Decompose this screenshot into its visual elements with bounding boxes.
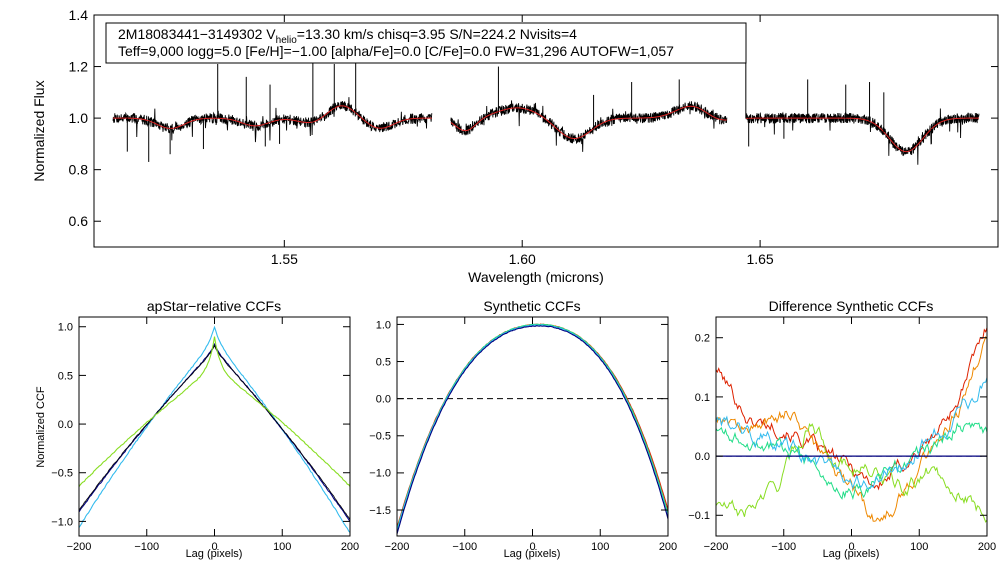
synthetic-ccf-x-tick-label: −200	[385, 541, 410, 553]
info-line-2: Teff=9,000 logg=5.0 [Fe/H]=−1.00 [alpha/…	[118, 43, 674, 59]
apstar-ccf-x-tick-label: 0	[211, 541, 217, 553]
spectrum-y-tick-label: 1.4	[69, 7, 89, 23]
synthetic-ccf-data	[396, 323, 669, 535]
synthetic-ccf-line-5	[396, 325, 669, 535]
spectrum-axes: 1.55 1.60 1.65 0.6 0.8 1.0 1.2 1.4	[69, 7, 998, 267]
synthetic-ccf-x-tick-label: 200	[659, 541, 677, 553]
spectrum-y-tick-label: 1.2	[69, 58, 89, 74]
info-box	[105, 22, 747, 64]
apstar-ccf-x-tick-label: 100	[273, 541, 291, 553]
difference-ccf-title: Difference Synthetic CCFs	[769, 298, 934, 314]
apstar-ccf-x-tick-label: 200	[341, 541, 359, 553]
apstar-ccf-line-1	[78, 325, 351, 533]
spectrum-x-axis-title: Wavelength (microns)	[468, 269, 604, 285]
apstar-ccf-y-tick-label: 1.0	[58, 322, 73, 334]
difference-ccf-x-tick-label: 0	[848, 541, 854, 553]
difference-ccf-x-axis-title: Lag (pixels)	[823, 548, 880, 560]
apstar-ccf-x-tick-label: −100	[134, 541, 159, 553]
synthetic-ccf-y-tick-label: −1.0	[369, 468, 391, 480]
difference-ccf-y-tick-label: 0.1	[695, 392, 710, 404]
apstar-ccf-x-tick-label: −200	[67, 541, 92, 553]
synthetic-ccf-x-tick-label: 100	[591, 541, 609, 553]
difference-ccf-line-3	[715, 422, 988, 523]
synthetic-ccf-axes: −200 −100 0 100 200 −1.5 −1.0 −0.5 0.0 0.5 1.0	[369, 317, 677, 553]
synthetic-ccf-y-tick-label: −1.5	[369, 505, 391, 517]
apstar-ccf-panel: apStar−relative CCFs −200 −100 0 100 200 −1.0…	[35, 298, 359, 560]
difference-ccf-panel: Difference Synthetic CCFs −200 −100 0 100 20…	[688, 298, 996, 560]
apstar-ccf-data	[78, 325, 351, 533]
spectrum-data	[112, 58, 980, 165]
difference-ccf-x-tick-label: 200	[978, 541, 996, 553]
synthetic-ccf-y-tick-label: 0.5	[376, 356, 391, 368]
apstar-ccf-y-axis-title: Normalized CCF	[35, 386, 47, 468]
synthetic-ccf-x-axis-title: Lag (pixels)	[504, 548, 561, 560]
apstar-ccf-line-2	[78, 342, 351, 523]
difference-ccf-line-1	[715, 327, 988, 491]
model-line-chip-1	[113, 105, 432, 129]
difference-ccf-x-tick-label: −200	[704, 541, 729, 553]
difference-ccf-x-tick-label: 100	[910, 541, 928, 553]
synthetic-ccf-x-tick-label: 0	[529, 541, 535, 553]
apstar-ccf-line-3	[78, 344, 351, 520]
spectrum-y-tick-label: 0.8	[69, 162, 89, 178]
spectrum-y-tick-label: 0.6	[69, 213, 89, 229]
apstar-ccf-y-tick-label: −1.0	[51, 516, 73, 528]
apstar-ccf-y-tick-label: −0.5	[51, 468, 73, 480]
difference-ccf-y-tick-label: 0.0	[695, 451, 710, 463]
difference-ccf-y-tick-label: −0.1	[688, 510, 710, 522]
spectrum-panel: 1.55 1.60 1.65 0.6 0.8 1.0 1.2 1.4 2M18083441−3…	[31, 7, 999, 285]
synthetic-ccf-y-tick-label: −0.5	[369, 431, 391, 443]
difference-ccf-line-5	[715, 377, 988, 490]
spectrum-x-tick-label: 1.55	[271, 251, 298, 267]
model-line-chip-3	[745, 117, 979, 153]
synthetic-ccf-y-tick-label: 1.0	[376, 319, 391, 331]
synthetic-ccf-panel: Synthetic CCFs −200 −100 0 100 200 −1.5 −1.0 −0…	[369, 298, 677, 560]
spectrum-plot-frame	[93, 14, 999, 248]
apstar-ccf-x-axis-title: Lag (pixels)	[186, 548, 243, 560]
synthetic-ccf-y-tick-label: 0.0	[376, 394, 391, 406]
synthetic-ccf-x-tick-label: −100	[452, 541, 477, 553]
difference-ccf-x-tick-label: −100	[771, 541, 796, 553]
spectrum-x-tick-label: 1.65	[746, 251, 773, 267]
spectrum-line-chip-1	[112, 97, 433, 143]
spectrum-x-tick-label: 1.60	[509, 251, 536, 267]
difference-ccf-axes: −200 −100 0 100 200 −0.1 0.0 0.1 0.2	[688, 317, 996, 553]
spectrum-y-axis-title: Normalized Flux	[31, 80, 47, 181]
difference-ccf-line-4	[715, 422, 988, 501]
difference-ccf-y-tick-label: 0.2	[695, 333, 710, 345]
spectrum-line-chip-3	[745, 108, 980, 165]
model-line-chip-2	[450, 105, 727, 140]
spectrum-y-tick-label: 1.0	[69, 110, 89, 126]
apstar-ccf-line-4	[78, 336, 351, 487]
apstar-ccf-y-tick-label: 0.0	[58, 419, 73, 431]
info-line-1: 2M18083441−3149302 Vhelio=13.30 km/s chi…	[118, 26, 577, 46]
apstar-ccf-title: apStar−relative CCFs	[147, 298, 281, 314]
synthetic-ccf-title: Synthetic CCFs	[483, 298, 580, 314]
difference-ccf-data	[715, 327, 988, 523]
apstar-ccf-y-tick-label: 0.5	[58, 370, 73, 382]
apstar-ccf-axes: −200 −100 0 100 200 −1.0 −0.5 0.0 0.5 1.0	[51, 317, 359, 553]
spectrum-line-chip-2	[450, 100, 728, 152]
